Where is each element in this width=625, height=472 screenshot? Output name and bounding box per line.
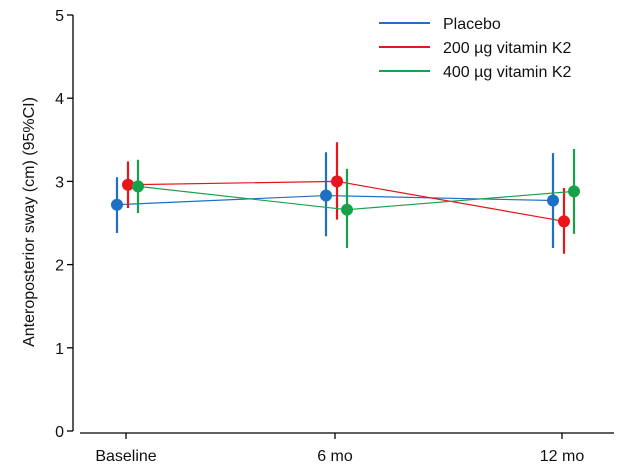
y-axis-title: Anteroposterior sway (cm) (95%CI) xyxy=(21,97,38,347)
y-tick-label: 2 xyxy=(55,258,64,275)
legend-label: 400 µg vitamin K2 xyxy=(443,64,572,81)
y-tick-label: 3 xyxy=(55,174,64,191)
legend-label: Placebo xyxy=(443,16,501,33)
y-tick-label: 4 xyxy=(55,91,64,108)
data-point xyxy=(547,194,559,207)
series-line xyxy=(116,194,554,206)
x-tick-label: Baseline xyxy=(95,448,156,465)
series-1 xyxy=(111,152,559,248)
plot-area xyxy=(111,142,580,254)
data-point xyxy=(122,178,134,191)
series-3 xyxy=(132,148,580,248)
data-point xyxy=(568,185,580,198)
y-tick-label: 0 xyxy=(55,424,64,441)
legend-item-1: Placebo xyxy=(379,16,501,33)
y-tick-label: 1 xyxy=(55,341,64,358)
y-tick-label: 5 xyxy=(55,8,64,25)
data-point xyxy=(331,175,343,188)
axes: 0 1 2 3 4 5 Baseline 6 mo 12 mo xyxy=(55,8,614,465)
x-tick-label: 6 mo xyxy=(317,448,353,465)
series-line xyxy=(137,185,575,211)
data-point xyxy=(132,180,144,193)
legend-item-2: 200 µg vitamin K2 xyxy=(379,40,572,57)
legend-item-3: 400 µg vitamin K2 xyxy=(379,64,572,81)
data-point xyxy=(341,203,353,216)
series-2 xyxy=(122,142,570,254)
data-point xyxy=(111,198,123,211)
legend: Placebo 200 µg vitamin K2 400 µg vitamin K… xyxy=(379,16,572,81)
data-point xyxy=(558,215,570,228)
legend-label: 200 µg vitamin K2 xyxy=(443,40,572,57)
data-point xyxy=(320,189,332,202)
x-tick-label: 12 mo xyxy=(540,448,585,465)
